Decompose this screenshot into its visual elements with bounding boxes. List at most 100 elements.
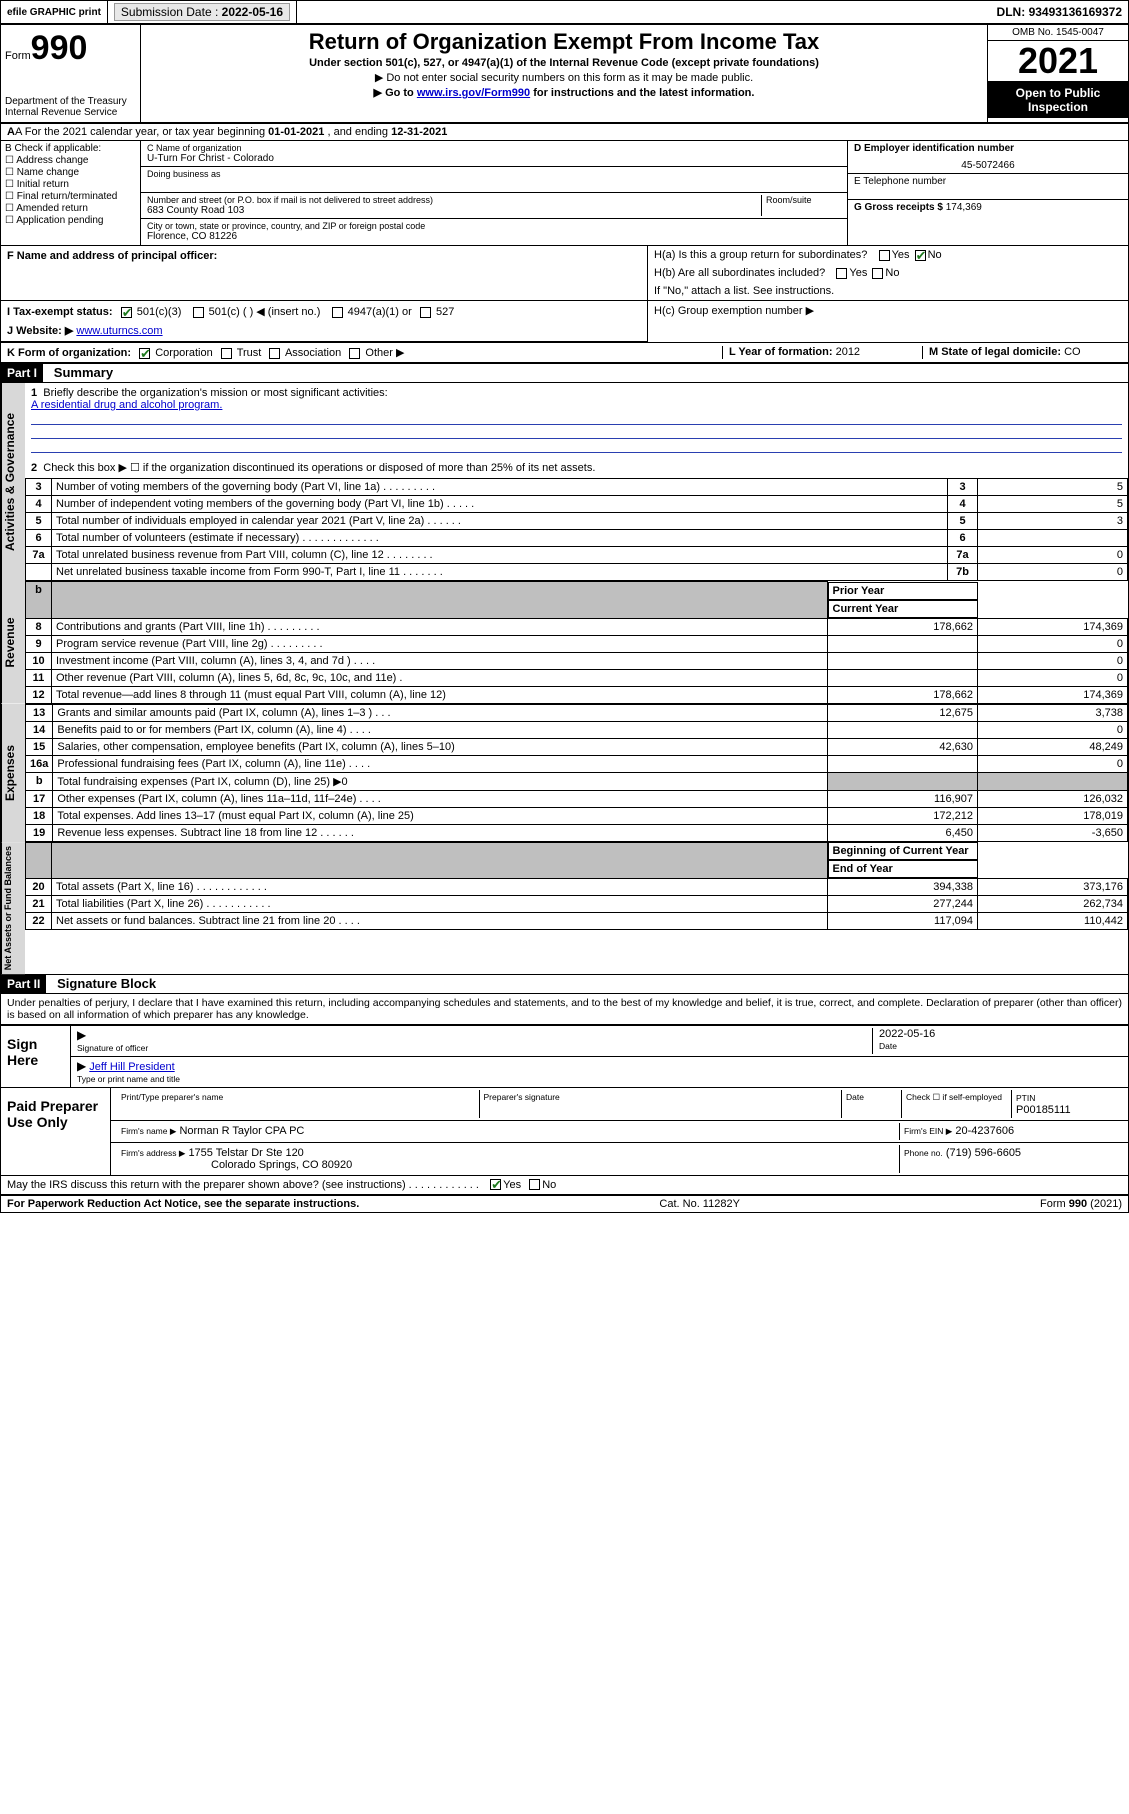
- chk-corp[interactable]: [139, 348, 150, 359]
- gross-cell: G Gross receipts $ 174,369: [848, 200, 1128, 226]
- chk-final[interactable]: ☐ Final return/terminated: [5, 191, 136, 202]
- vtab-revenue: Revenue: [1, 581, 25, 704]
- chk-name[interactable]: ☐ Name change: [5, 167, 136, 178]
- sig-officer-lbl: Signature of officer: [77, 1043, 148, 1053]
- form-subtitle: Under section 501(c), 527, or 4947(a)(1)…: [149, 57, 979, 69]
- table-row: Net unrelated business taxable income fr…: [26, 564, 1128, 581]
- table-row: 5Total number of individuals employed in…: [26, 513, 1128, 530]
- street-cell: Number and street (or P.O. box if mail i…: [141, 193, 847, 219]
- table-row: 16aProfessional fundraising fees (Part I…: [26, 755, 1128, 772]
- tax-year: 2021: [988, 41, 1128, 82]
- mission-text[interactable]: A residential drug and alcohol program.: [31, 399, 222, 411]
- city-cell: City or town, state or province, country…: [141, 219, 847, 245]
- firm-addr-cell: Firm's address ▶ 1755 Telstar Dr Ste 120…: [117, 1145, 900, 1173]
- table-row: 6Total number of volunteers (estimate if…: [26, 530, 1128, 547]
- form-number: Form990: [5, 29, 136, 68]
- part2-tag: Part II: [1, 975, 46, 993]
- org-name-cell: C Name of organization U-Turn For Christ…: [141, 141, 847, 167]
- discuss-no[interactable]: [529, 1179, 540, 1190]
- sign-block: Sign Here ▶ Signature of officer 2022-05…: [1, 1024, 1128, 1176]
- col-c: C Name of organization U-Turn For Christ…: [141, 141, 848, 245]
- firm-name-cell: Firm's name ▶ Norman R Taylor CPA PC: [117, 1123, 900, 1140]
- efile-label: efile GRAPHIC print: [1, 1, 108, 23]
- chk-501c[interactable]: [193, 307, 204, 318]
- net-table: Beginning of Current Year End of Year 20…: [25, 842, 1128, 931]
- prep-name-hdr: Print/Type preparer's name: [117, 1090, 480, 1118]
- k-form-org: K Form of organization: Corporation Trus…: [7, 346, 722, 359]
- prep-self-hdr: Check ☐ if self-employed: [902, 1090, 1012, 1118]
- ha-yes[interactable]: [879, 250, 890, 261]
- chk-527[interactable]: [420, 307, 431, 318]
- table-row: 8Contributions and grants (Part VIII, li…: [26, 618, 1128, 635]
- tax-status: I Tax-exempt status: 501(c)(3) 501(c) ( …: [1, 301, 648, 342]
- col-b-label: B Check if applicable:: [5, 143, 136, 154]
- row-ij: I Tax-exempt status: 501(c)(3) 501(c) ( …: [1, 301, 1128, 343]
- firm-ein-cell: Firm's EIN ▶ 20-4237606: [900, 1123, 1122, 1140]
- form-container: Form990 Department of the Treasury Inter…: [0, 24, 1129, 1213]
- table-row: 3Number of voting members of the governi…: [26, 479, 1128, 496]
- officer-name[interactable]: Jeff Hill President: [89, 1061, 174, 1073]
- sign-here-label: Sign Here: [1, 1026, 71, 1087]
- section-revenue: Revenue b Prior Year Current Year 8Contr…: [1, 581, 1128, 704]
- vtab-net: Net Assets or Fund Balances: [1, 842, 25, 974]
- chk-501c3[interactable]: [121, 307, 132, 318]
- form-title: Return of Organization Exempt From Incom…: [149, 29, 979, 55]
- omb-number: OMB No. 1545-0047: [988, 25, 1128, 41]
- q2-block: 2 Check this box ▶ ☐ if the organization…: [25, 457, 1128, 478]
- top-bar: efile GRAPHIC print Submission Date : 20…: [0, 0, 1129, 24]
- open-inspection: Open to Public Inspection: [988, 82, 1128, 118]
- table-row: 14Benefits paid to or for members (Part …: [26, 721, 1128, 738]
- col-prior: Prior Year: [828, 582, 978, 600]
- ha-no[interactable]: [915, 250, 926, 261]
- row-a: AA For the 2021 calendar year, or tax ye…: [1, 124, 1128, 141]
- chk-4947[interactable]: [332, 307, 343, 318]
- prep-sig-hdr: Preparer's signature: [480, 1090, 843, 1118]
- h-a: H(a) Is this a group return for subordin…: [648, 246, 1128, 264]
- part1-title: Summary: [46, 365, 113, 380]
- chk-assoc[interactable]: [269, 348, 280, 359]
- table-row: 10Investment income (Part VIII, column (…: [26, 652, 1128, 669]
- section-governance: Activities & Governance 1 Briefly descri…: [1, 383, 1128, 581]
- m-state: M State of legal domicile: CO: [922, 346, 1122, 359]
- h-b-note: If "No," attach a list. See instructions…: [648, 282, 1128, 300]
- org-name: U-Turn For Christ - Colorado: [147, 153, 841, 164]
- footer-left: For Paperwork Reduction Act Notice, see …: [7, 1198, 359, 1210]
- chk-address[interactable]: ☐ Address change: [5, 155, 136, 166]
- ptin-cell: PTINP00185111: [1012, 1090, 1122, 1118]
- chk-trust[interactable]: [221, 348, 232, 359]
- gross-receipts: 174,369: [946, 202, 982, 213]
- website-link[interactable]: www.uturncs.com: [76, 325, 162, 337]
- irs-link[interactable]: www.irs.gov/Form990: [417, 87, 530, 99]
- vtab-expenses: Expenses: [1, 704, 25, 842]
- submission-date-btn[interactable]: Submission Date : 2022-05-16: [114, 3, 290, 21]
- col-end: End of Year: [828, 860, 978, 878]
- chk-initial[interactable]: ☐ Initial return: [5, 179, 136, 190]
- row-fh: F Name and address of principal officer:…: [1, 246, 1128, 301]
- tel-cell: E Telephone number: [848, 174, 1128, 200]
- table-row: 4Number of independent voting members of…: [26, 496, 1128, 513]
- gov-table: 3Number of voting members of the governi…: [25, 478, 1128, 581]
- hb-no[interactable]: [872, 268, 883, 279]
- dba-cell: Doing business as: [141, 167, 847, 193]
- dln-cell: DLN: 93493136169372: [991, 1, 1128, 23]
- row-k: K Form of organization: Corporation Trus…: [1, 343, 1128, 363]
- chk-pending[interactable]: ☐ Application pending: [5, 215, 136, 226]
- table-row: 21Total liabilities (Part X, line 26) . …: [26, 896, 1128, 913]
- chk-amended[interactable]: ☐ Amended return: [5, 203, 136, 214]
- section-expenses: Expenses 13Grants and similar amounts pa…: [1, 704, 1128, 842]
- table-row: 18Total expenses. Add lines 13–17 (must …: [26, 807, 1128, 824]
- col-begin: Beginning of Current Year: [828, 842, 978, 860]
- footer-mid: Cat. No. 11282Y: [659, 1198, 740, 1210]
- firm-phone-cell: Phone no. (719) 596-6605: [900, 1145, 1122, 1173]
- chk-other[interactable]: [349, 348, 360, 359]
- footer-right: Form 990 (2021): [1040, 1198, 1122, 1210]
- hb-yes[interactable]: [836, 268, 847, 279]
- discuss-yes[interactable]: [490, 1179, 501, 1190]
- header: Form990 Department of the Treasury Inter…: [1, 25, 1128, 124]
- header-mid: Return of Organization Exempt From Incom…: [141, 25, 988, 122]
- h-b: H(b) Are all subordinates included? Yes …: [648, 264, 1128, 282]
- officer-cell: F Name and address of principal officer:: [1, 246, 648, 300]
- table-row: 9Program service revenue (Part VIII, lin…: [26, 635, 1128, 652]
- part1-bar: Part I Summary: [1, 363, 1128, 383]
- table-row: 17Other expenses (Part IX, column (A), l…: [26, 790, 1128, 807]
